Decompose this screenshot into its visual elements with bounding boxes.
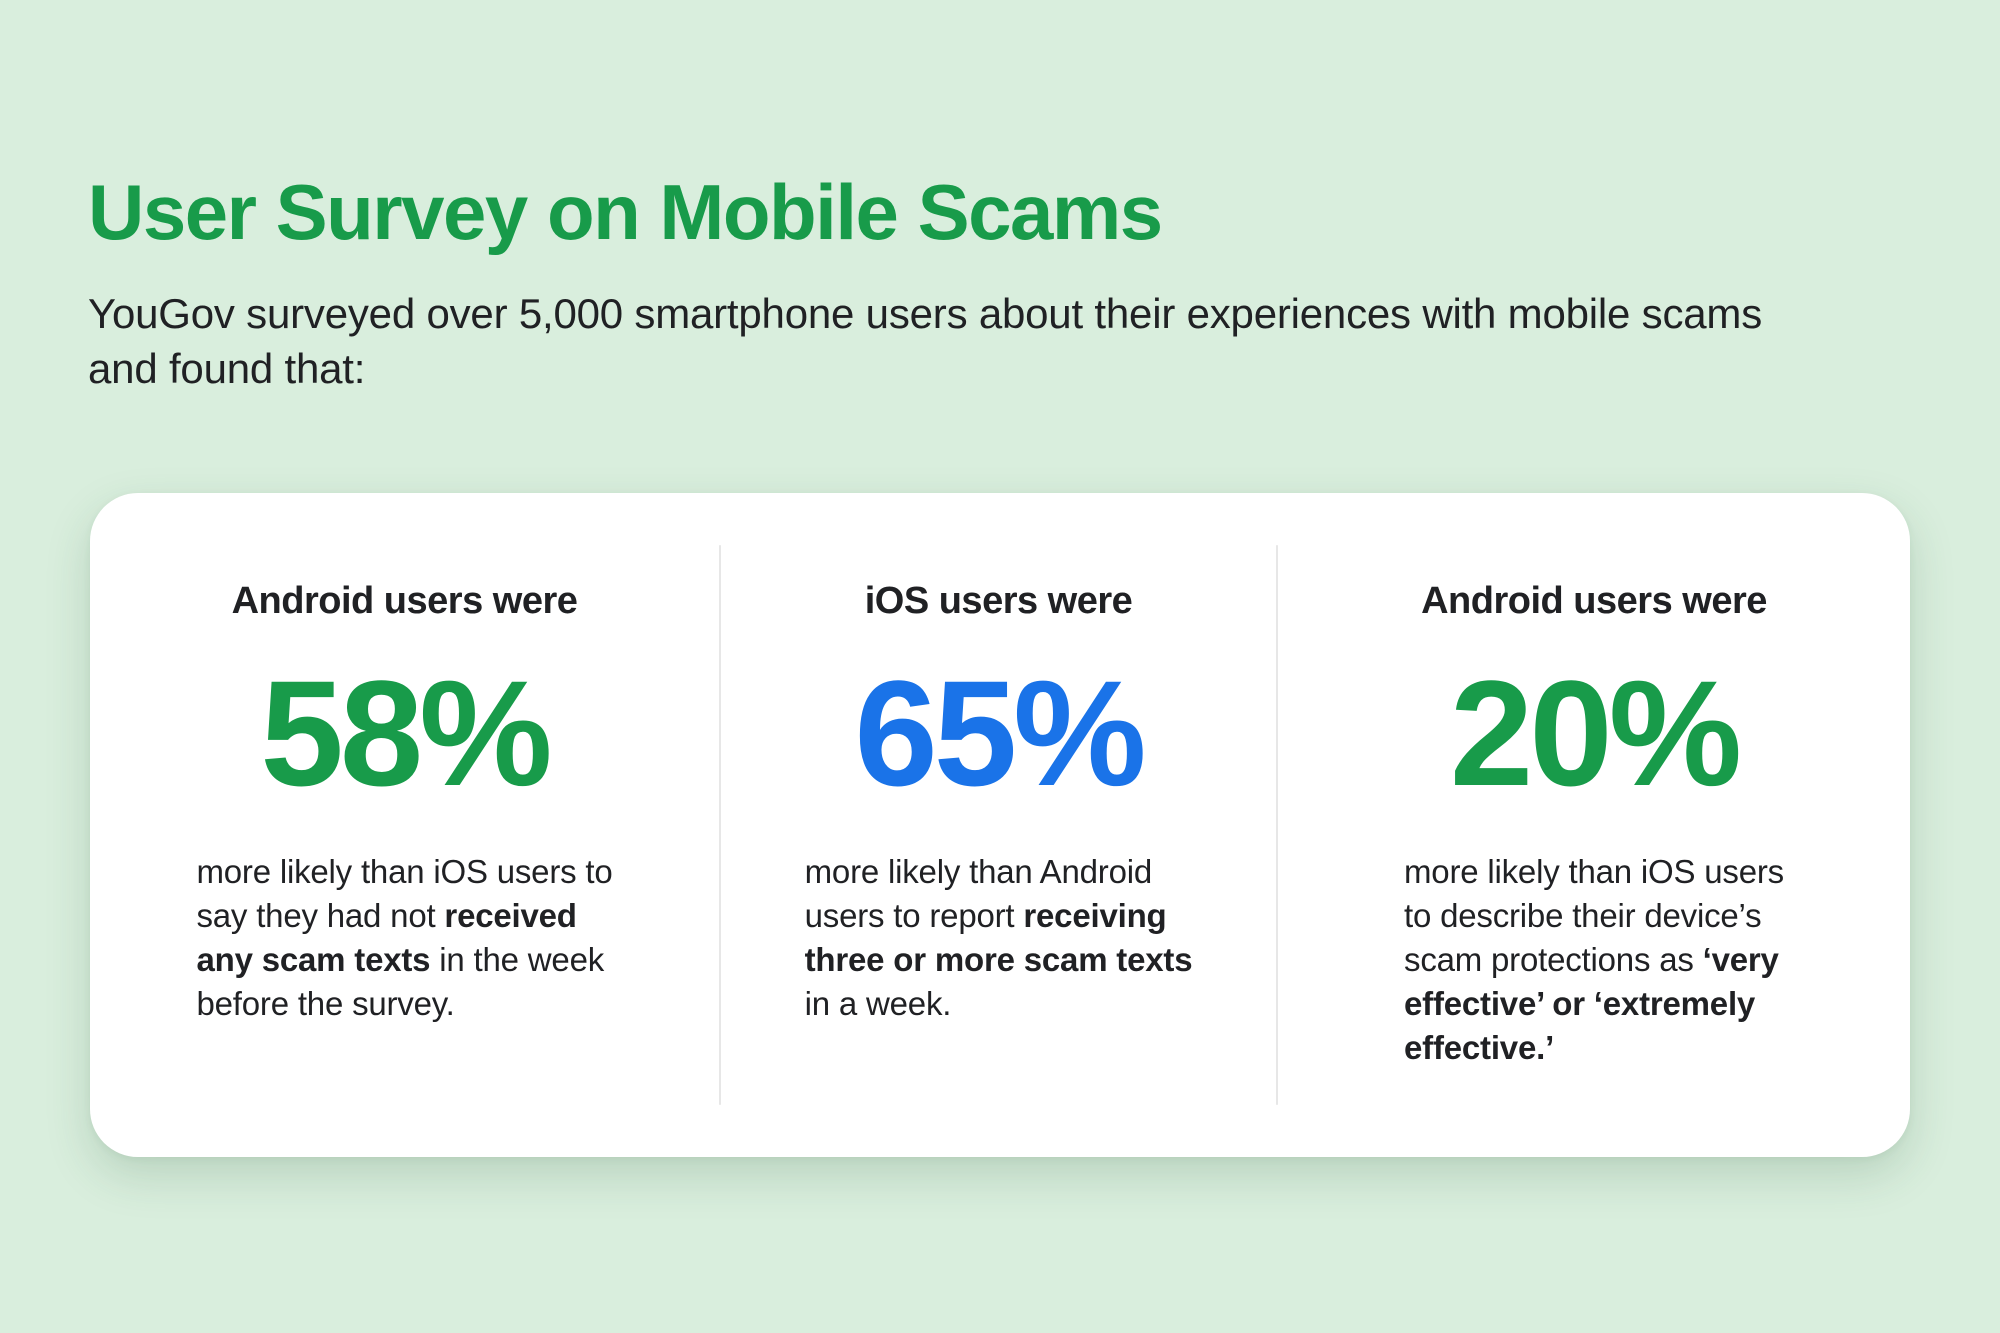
column-divider [1276, 545, 1278, 1105]
page-title: User Survey on Mobile Scams [88, 168, 1163, 256]
stat-column-android-protections: Android users were 20% more likely than … [1278, 493, 1910, 1157]
column-divider [719, 545, 721, 1105]
stat-heading: iOS users were [864, 580, 1133, 622]
stat-heading: Android users were [231, 580, 578, 622]
page-subtitle: YouGov surveyed over 5,000 smartphone us… [88, 290, 1763, 392]
stat-heading: Android users were [1421, 580, 1767, 622]
stat-column-android-no-texts: Android users were 58% more likely than … [90, 493, 719, 1157]
stats-card: Android users were 58% more likely than … [90, 493, 1910, 1157]
stat-value: 58% [260, 649, 552, 817]
stat-description: more likely than iOS users to describe t… [1404, 853, 1784, 1066]
stat-value: 20% [1449, 649, 1742, 817]
stat-column-ios-three-texts: iOS users were 65% more likely than Andr… [721, 493, 1276, 1157]
stat-description: more likely than Android users to report… [804, 853, 1193, 1022]
stat-description: more likely than iOS users to say they h… [196, 853, 613, 1022]
stat-value: 65% [854, 649, 1146, 817]
